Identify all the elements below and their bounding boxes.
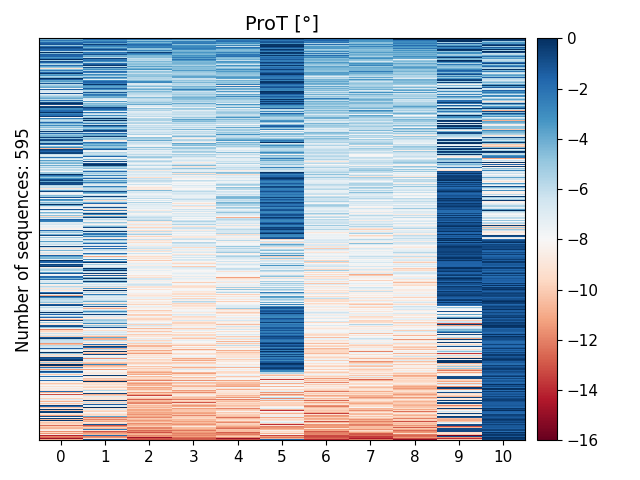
Y-axis label: Number of sequences: 595: Number of sequences: 595 [15, 127, 33, 352]
Title: ProT [°]: ProT [°] [245, 15, 319, 34]
